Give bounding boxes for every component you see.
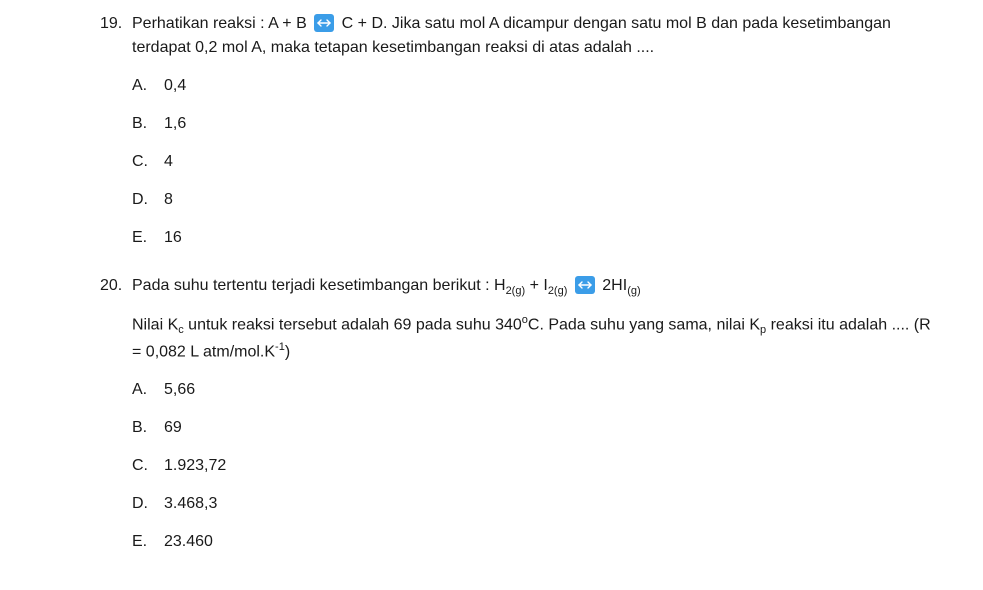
equilibrium-arrow-icon xyxy=(314,14,334,32)
question-19: 19. Perhatikan reaksi : A + B C + D. Jik… xyxy=(100,12,943,250)
question-text: Perhatikan reaksi : A + B C + D. Jika sa… xyxy=(132,12,943,60)
option-text: 69 xyxy=(164,416,943,440)
option-text: 0,4 xyxy=(164,74,943,98)
sub-suffix: ) xyxy=(285,343,290,360)
options-list: A. 0,4 B. 1,6 C. 4 D. 8 E. 16 xyxy=(132,74,943,250)
subscript: 2(g) xyxy=(506,285,526,297)
option-text: 23.460 xyxy=(164,530,943,554)
intro-mid: + I xyxy=(525,277,548,294)
question-header: 19. Perhatikan reaksi : A + B C + D. Jik… xyxy=(100,12,943,60)
options-list: A. 5,66 B. 69 C. 1.923,72 D. 3.468,3 E. … xyxy=(132,378,943,554)
option-letter: A. xyxy=(132,74,164,98)
sub-prefix: Nilai K xyxy=(132,316,178,333)
superscript: -1 xyxy=(275,341,285,353)
superscript: o xyxy=(522,314,528,326)
option-a: A. 0,4 xyxy=(132,74,943,98)
question-body: Nilai Kc untuk reaksi tersebut adalah 69… xyxy=(100,312,943,554)
question-20: 20. Pada suhu tertentu terjadi kesetimba… xyxy=(100,274,943,554)
question-body: A. 0,4 B. 1,6 C. 4 D. 8 E. 16 xyxy=(100,74,943,250)
option-b: B. 69 xyxy=(132,416,943,440)
option-letter: C. xyxy=(132,150,164,174)
option-text: 16 xyxy=(164,226,943,250)
equilibrium-arrow-icon xyxy=(575,276,595,294)
subscript: 2(g) xyxy=(548,285,568,297)
text-before-arrow: Perhatikan reaksi : A + B xyxy=(132,15,311,32)
option-letter: E. xyxy=(132,226,164,250)
option-letter: B. xyxy=(132,112,164,136)
option-text: 4 xyxy=(164,150,943,174)
sub-mid: untuk reaksi tersebut adalah 69 pada suh… xyxy=(184,316,522,333)
option-letter: A. xyxy=(132,378,164,402)
option-c: C. 1.923,72 xyxy=(132,454,943,478)
option-a: A. 5,66 xyxy=(132,378,943,402)
option-d: D. 3.468,3 xyxy=(132,492,943,516)
option-d: D. 8 xyxy=(132,188,943,212)
option-e: E. 23.460 xyxy=(132,530,943,554)
option-letter: C. xyxy=(132,454,164,478)
subscript: p xyxy=(760,324,766,336)
option-e: E. 16 xyxy=(132,226,943,250)
option-text: 1,6 xyxy=(164,112,943,136)
subscript: c xyxy=(178,324,184,336)
option-text: 5,66 xyxy=(164,378,943,402)
intro-prefix: Pada suhu tertentu terjadi kesetimbangan… xyxy=(132,277,506,294)
option-b: B. 1,6 xyxy=(132,112,943,136)
question-subtext: Nilai Kc untuk reaksi tersebut adalah 69… xyxy=(132,312,943,364)
intro-after-arrow: 2HI xyxy=(602,277,627,294)
question-text: Pada suhu tertentu terjadi kesetimbangan… xyxy=(132,274,943,300)
question-header: 20. Pada suhu tertentu terjadi kesetimba… xyxy=(100,274,943,300)
option-letter: E. xyxy=(132,530,164,554)
question-number: 20. xyxy=(100,274,132,298)
option-letter: B. xyxy=(132,416,164,440)
option-text: 1.923,72 xyxy=(164,454,943,478)
subscript: (g) xyxy=(627,285,640,297)
option-c: C. 4 xyxy=(132,150,943,174)
intro-mid xyxy=(567,277,571,294)
option-letter: D. xyxy=(132,492,164,516)
sub-mid: C. Pada suhu yang sama, nilai K xyxy=(528,316,760,333)
option-text: 3.468,3 xyxy=(164,492,943,516)
question-number: 19. xyxy=(100,12,132,36)
option-text: 8 xyxy=(164,188,943,212)
option-letter: D. xyxy=(132,188,164,212)
